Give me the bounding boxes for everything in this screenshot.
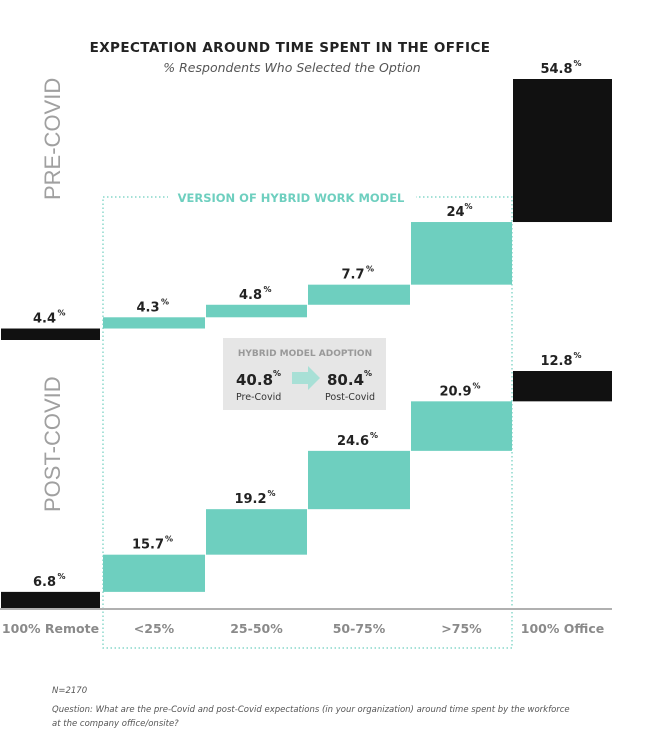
chart-title: EXPECTATION AROUND TIME SPENT IN THE OFF… <box>90 40 491 56</box>
arrow-right-icon <box>292 366 320 390</box>
panel-label-pre-covid: PRE-COVID <box>40 78 65 200</box>
callout-post-value: 80.4 <box>327 371 364 389</box>
data-label-pct-post-covid-2: % <box>268 489 276 498</box>
data-label-post-covid-5: 12.8 <box>540 354 572 369</box>
data-label-pre-covid-5: 54.8 <box>540 62 572 77</box>
question-line-2: at the company office/onsite? <box>52 719 179 729</box>
x-tick-label-1: <25% <box>134 621 175 636</box>
bar-post-covid-4 <box>411 401 512 451</box>
data-label-pct-post-covid-0: % <box>58 572 66 581</box>
x-tick-label-0: 100% Remote <box>2 621 99 636</box>
bar-pre-covid-5 <box>513 79 612 223</box>
x-tick-label-3: 50-75% <box>333 621 386 636</box>
data-label-pct-pre-covid-0: % <box>58 309 66 318</box>
data-label-post-covid-2: 19.2 <box>234 492 266 507</box>
bar-pre-covid-3 <box>308 284 410 305</box>
x-tick-label-2: 25-50% <box>230 621 283 636</box>
callout-pre-label: Pre-Covid <box>236 392 281 403</box>
hybrid-group-label: VERSION OF HYBRID WORK MODEL <box>178 191 405 205</box>
data-label-post-covid-4: 20.9 <box>439 384 471 399</box>
data-label-pct-post-covid-5: % <box>574 351 582 360</box>
bar-pre-covid-2 <box>206 304 307 318</box>
data-label-pct-pre-covid-5: % <box>574 59 582 68</box>
data-label-pct-pre-covid-2: % <box>264 285 272 294</box>
callout-pre-value: 40.8 <box>236 371 273 389</box>
data-label-pct-pre-covid-3: % <box>366 265 374 274</box>
bar-post-covid-1 <box>103 554 205 592</box>
bar-pre-covid-0 <box>1 328 100 340</box>
data-label-pre-covid-1: 4.3 <box>136 300 159 315</box>
callout-pre-pct: % <box>273 369 281 378</box>
callout-post-pct: % <box>364 369 372 378</box>
hybrid-label-bg <box>168 189 416 205</box>
chart-subtitle: % Respondents Who Selected the Option <box>163 60 421 75</box>
x-tick-label-5: 100% Office <box>521 621 604 636</box>
data-label-pct-pre-covid-1: % <box>161 297 169 306</box>
data-label-post-covid-1: 15.7 <box>132 538 164 553</box>
bar-post-covid-0 <box>1 591 100 608</box>
sample-size: N=2170 <box>52 686 87 696</box>
data-label-pre-covid-4: 24 <box>446 205 464 220</box>
data-label-pre-covid-0: 4.4 <box>33 312 56 327</box>
bar-pre-covid-1 <box>103 317 205 329</box>
data-label-pct-post-covid-3: % <box>370 431 378 440</box>
data-label-pct-post-covid-4: % <box>473 381 481 390</box>
question-line-1: Question: What are the pre-Covid and pos… <box>52 705 570 715</box>
bar-post-covid-2 <box>206 509 307 555</box>
data-label-pre-covid-2: 4.8 <box>239 288 262 303</box>
panel-label-post-covid: POST-COVID <box>40 376 65 512</box>
hybrid-adoption-callout: HYBRID MODEL ADOPTION 40.8 % Pre-Covid 8… <box>223 338 386 410</box>
bar-pre-covid-4 <box>411 222 512 285</box>
bar-post-covid-5 <box>513 371 612 402</box>
data-label-pre-covid-3: 7.7 <box>341 268 364 283</box>
bar-post-covid-3 <box>308 450 410 510</box>
data-label-post-covid-3: 24.6 <box>337 434 369 449</box>
data-label-post-covid-0: 6.8 <box>33 575 56 590</box>
callout-title: HYBRID MODEL ADOPTION <box>238 349 372 359</box>
data-label-pct-post-covid-1: % <box>165 535 173 544</box>
callout-post-label: Post-Covid <box>325 392 375 403</box>
x-tick-label-4: >75% <box>441 621 482 636</box>
data-label-pct-pre-covid-4: % <box>465 202 473 211</box>
